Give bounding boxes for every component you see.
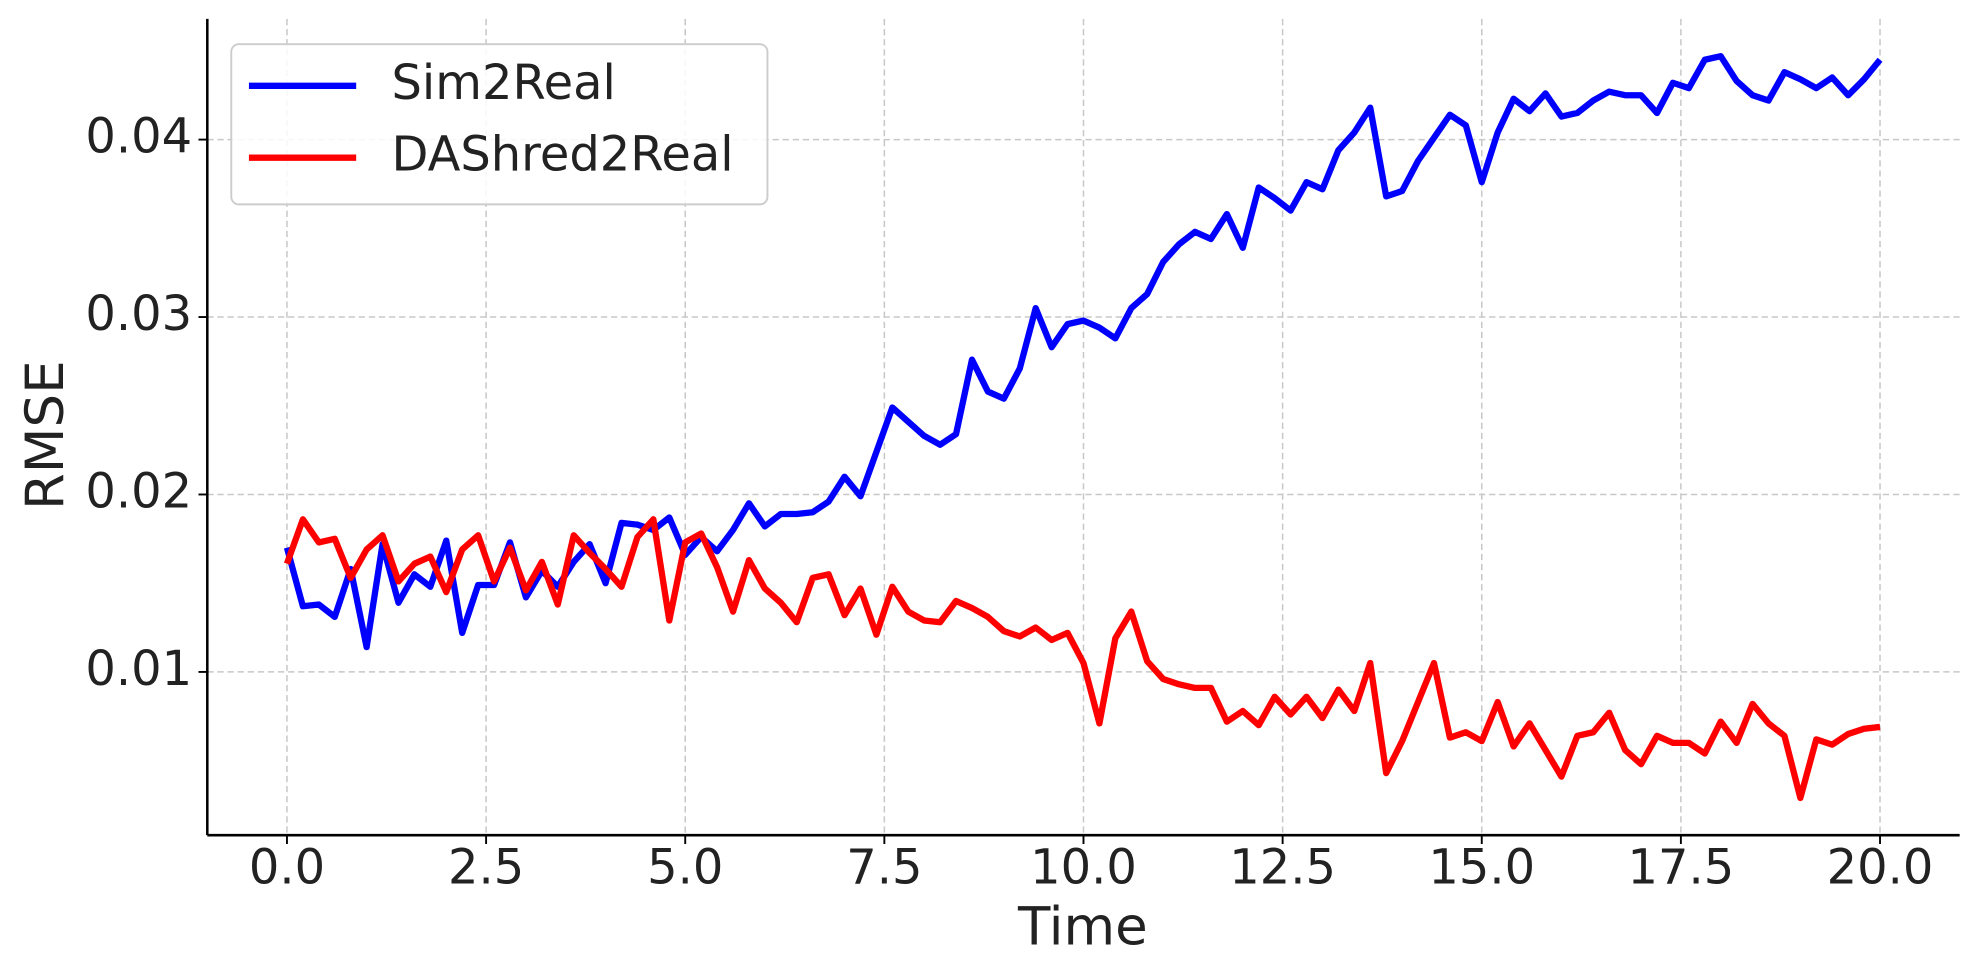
y-tick-label: 0.01 [85, 642, 192, 697]
x-tick-label: 10.0 [1030, 841, 1137, 896]
legend: Sim2Real DAShred2Real [230, 43, 769, 206]
y-tick-label: 0.04 [85, 110, 192, 165]
series-line [283, 516, 1881, 802]
x-tick-label: 20.0 [1827, 841, 1934, 896]
x-tick-label: 5.0 [647, 841, 723, 896]
x-tick-label: 2.5 [448, 841, 524, 896]
legend-label: DAShred2Real [392, 128, 734, 183]
x-tick-label: 12.5 [1229, 841, 1336, 896]
x-tick-label: 0.0 [249, 841, 325, 896]
y-axis-label: RMSE [15, 360, 76, 510]
x-tick-label: 17.5 [1628, 841, 1735, 896]
legend-label: Sim2Real [392, 56, 616, 111]
legend-box [230, 43, 769, 206]
y-tick-label: 0.03 [85, 287, 192, 342]
x-axis-label: Time [1017, 896, 1148, 957]
y-tick-label: 0.02 [85, 464, 192, 519]
x-tick-label: 7.5 [846, 841, 922, 896]
x-tick-label: 15.0 [1428, 841, 1535, 896]
